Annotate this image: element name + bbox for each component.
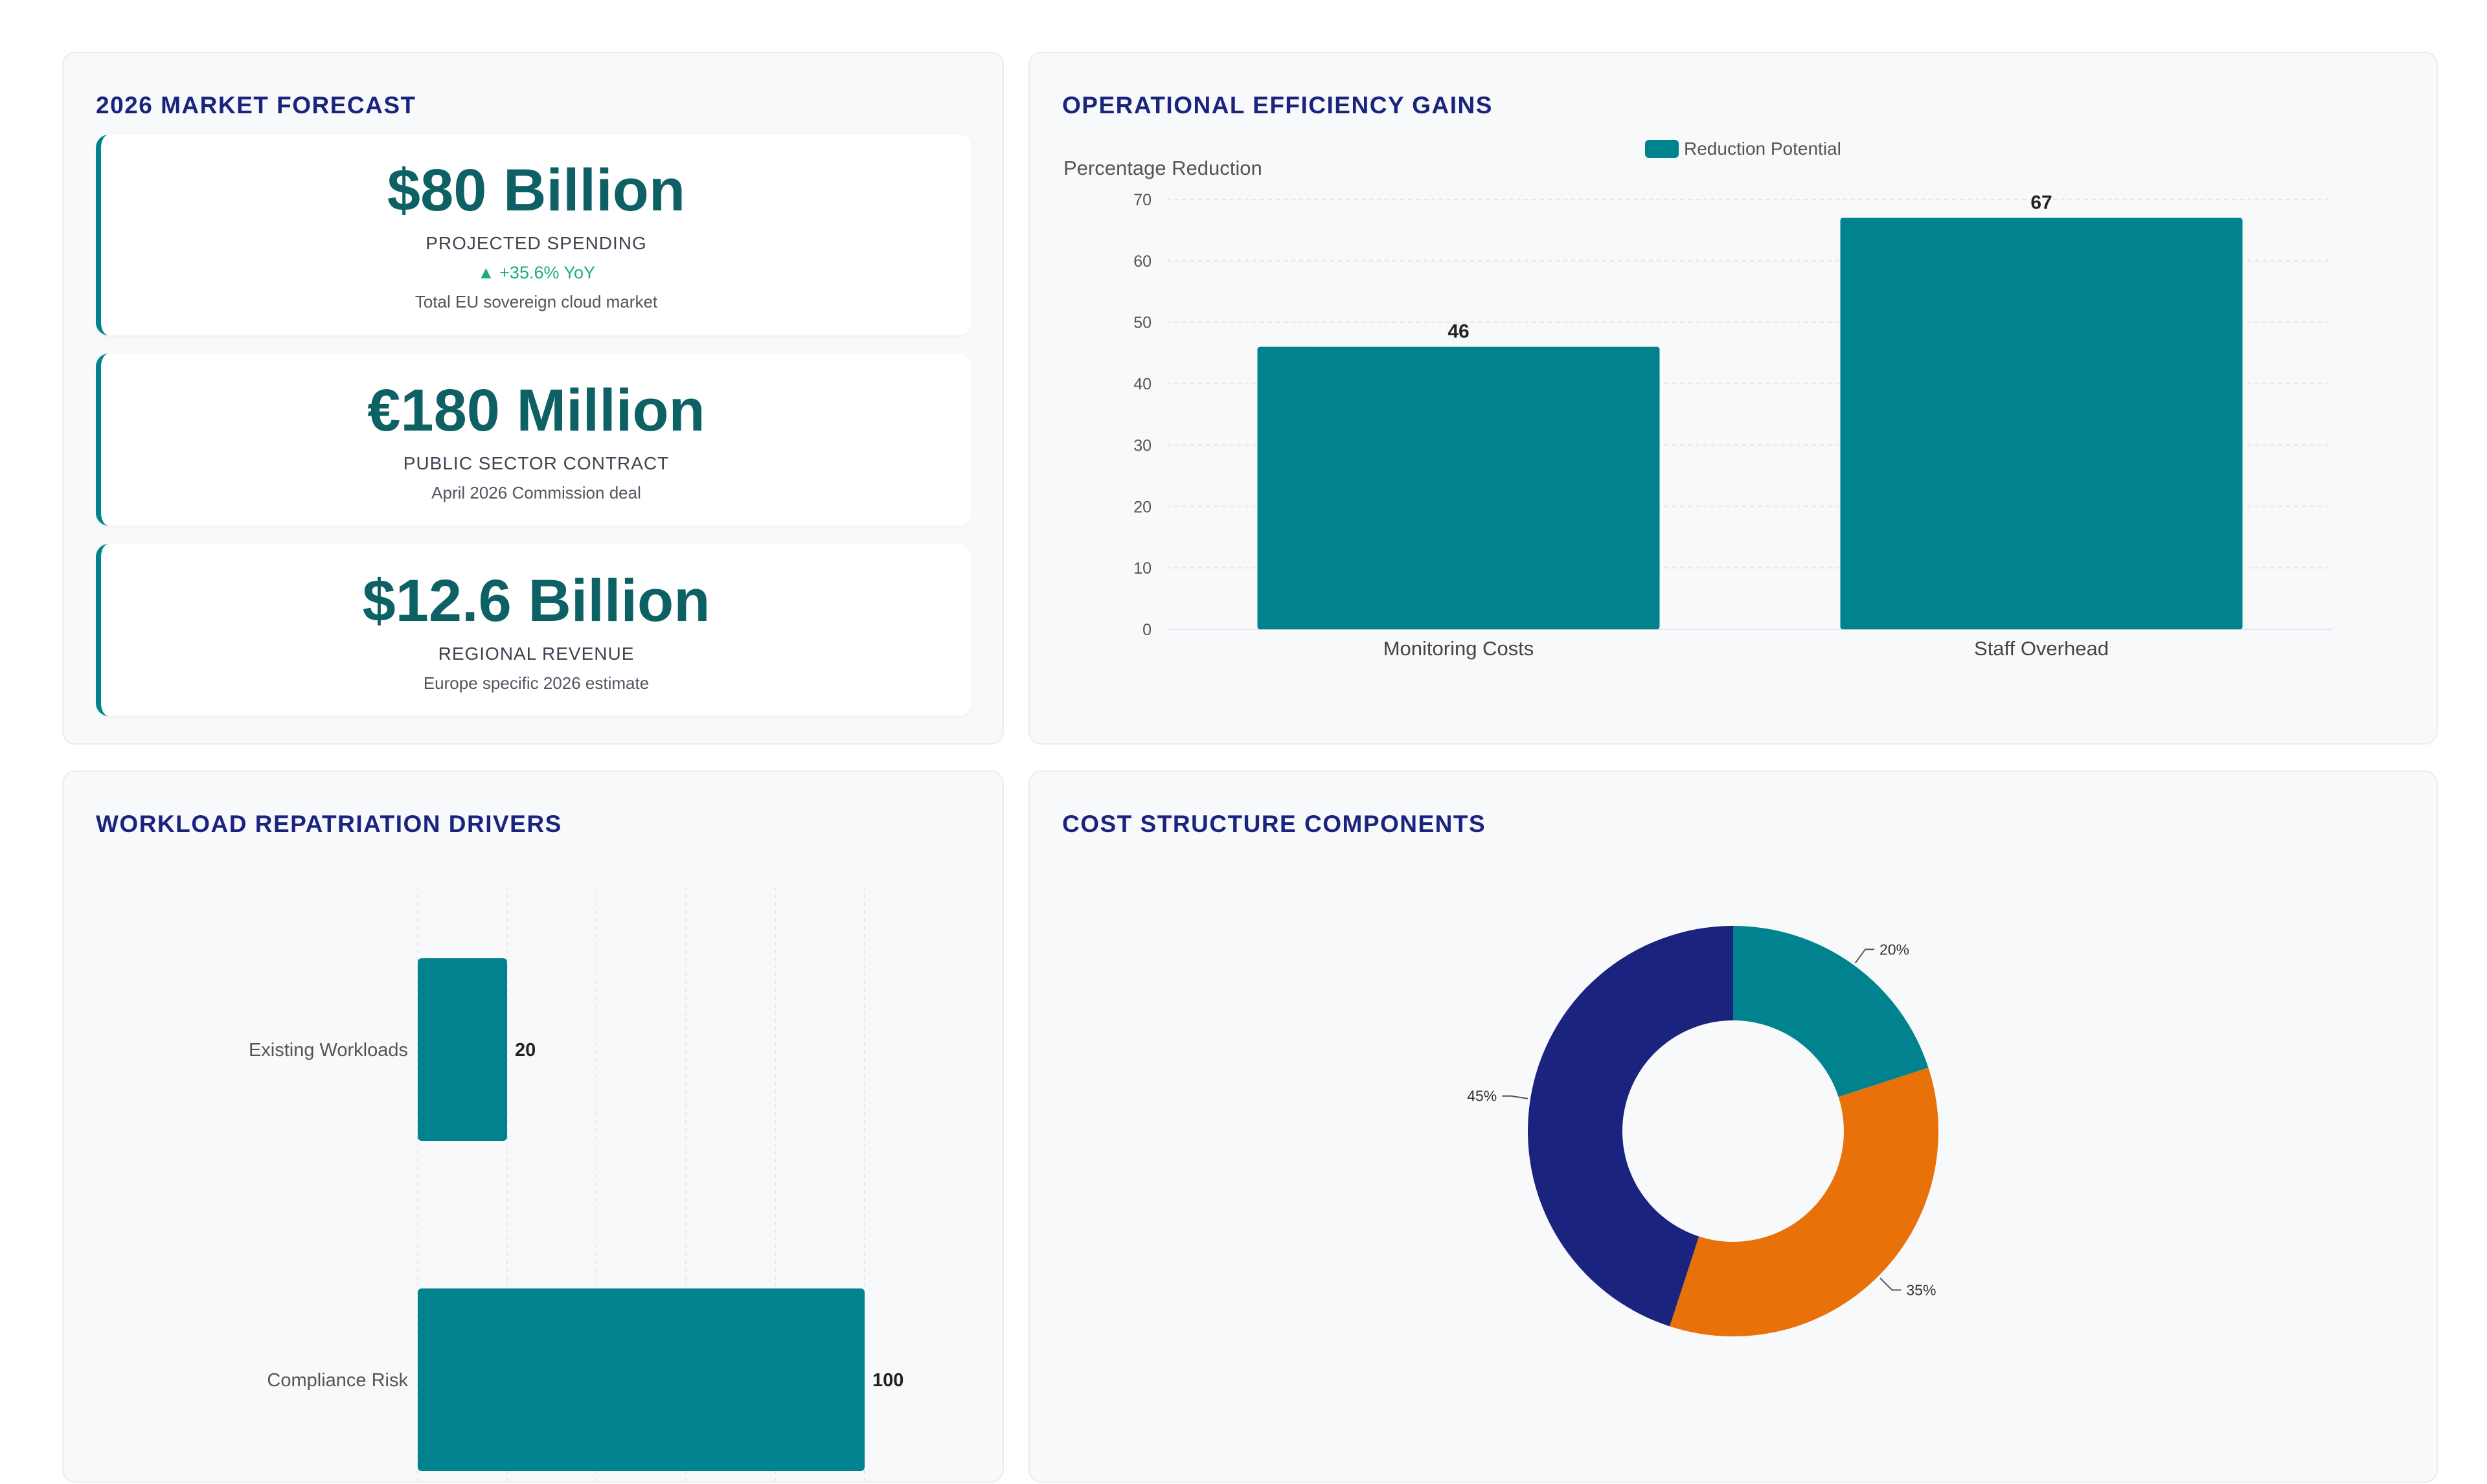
y-tick-label: Existing Workloads [249,1040,408,1061]
x-tick-label: Staff Overhead [1974,637,2109,660]
donut-slices [1528,926,1938,1336]
stat-value: $12.6 Billion [362,568,710,634]
stat-label: PROJECTED SPENDING [426,233,647,253]
panel-title: WORKLOAD REPATRIATION DRIVERS [96,811,562,837]
y-tick-label: 50 [1133,314,1152,332]
cost-donut-chart: 20% 35% 45% [1467,926,1938,1336]
y-tick-label: 70 [1133,191,1152,209]
efficiency-bar-chart: 0 10 20 30 40 50 60 70 Reduction Potential Perc… [1063,139,2333,660]
stat-label: REGIONAL REVENUE [438,644,635,664]
bar-value-label: 20 [515,1040,536,1061]
stat-note: April 2026 Commission deal [431,483,641,502]
slice-percent-label: 45% [1467,1088,1497,1105]
panel-title: OPERATIONAL EFFICIENCY GAINS [1062,92,1493,118]
stat-value: $80 Billion [387,157,686,223]
stat-note: Europe specific 2026 estimate [423,673,650,693]
stat-label: PUBLIC SECTOR CONTRACT [403,453,670,473]
slice-labels: 20% 35% 45% [1467,941,1936,1298]
bar-compliance-risk [418,1288,865,1471]
donut-slice [1528,926,1733,1327]
cost-structure-panel: COST STRUCTURE COMPONENTS 20% 35% 45% [1028,770,2438,1483]
y-tick-label: Compliance Risk [267,1370,408,1391]
stat-card-regional-revenue: $12.6 Billion REGIONAL REVENUE Europe sp… [96,544,971,716]
label-leader-line [1502,1095,1528,1099]
slice-percent-label: 35% [1906,1281,1936,1298]
y-tick-label: 40 [1133,376,1152,394]
donut-slice [1733,926,1929,1097]
y-tick-label: 10 [1133,559,1152,578]
panel-title: 2026 MARKET FORECAST [96,92,416,118]
bar-value-label: 100 [872,1370,903,1391]
bar-existing-workloads [418,958,507,1141]
y-tick-label: 30 [1133,436,1152,455]
bar-staff-overhead [1840,218,2243,629]
legend-swatch [1645,140,1679,158]
label-leader-line [1879,1277,1902,1291]
bar-monitoring-costs [1257,346,1660,629]
panel-title: COST STRUCTURE COMPONENTS [1062,811,1486,837]
slice-percent-label: 20% [1879,941,1909,958]
donut-slice [1670,1068,1938,1336]
y-tick-label: 20 [1133,498,1152,516]
stat-card-projected-spending: $80 Billion PROJECTED SPENDING ▲ +35.6% … [96,135,971,335]
trend-indicator: ▲ +35.6% YoY [477,263,596,282]
repatriation-panel: WORKLOAD REPATRIATION DRIVERS Existing W… [62,770,1004,1484]
y-tick-label: 60 [1133,253,1152,271]
repatriation-bar-chart: Existing Workloads 20 Compliance Risk 100 [249,887,903,1484]
stat-card-public-sector-contract: €180 Million PUBLIC SECTOR CONTRACT Apri… [96,354,971,526]
market-forecast-panel: 2026 MARKET FORECAST $80 Billion PROJECT… [62,52,1004,745]
y-axis-ticks: 0 10 20 30 40 50 60 70 [1133,191,1152,639]
y-axis-label: Percentage Reduction [1063,157,1262,179]
x-tick-label: Monitoring Costs [1383,637,1534,660]
bar-value-label: 67 [2030,192,2052,213]
efficiency-panel: OPERATIONAL EFFICIENCY GAINS 0 10 20 30 40 50… [1028,52,2438,745]
bars: 46 Monitoring Costs 67 Staff Overhead [1257,192,2243,660]
y-tick-label: 0 [1142,621,1152,639]
stat-note: Total EU sovereign cloud market [414,292,658,311]
legend-label: Reduction Potential [1684,139,1841,159]
stat-value: €180 Million [367,377,705,444]
bars: Existing Workloads 20 Compliance Risk 100 [249,958,903,1471]
label-leader-line [1854,949,1874,963]
bar-value-label: 46 [1448,321,1469,343]
